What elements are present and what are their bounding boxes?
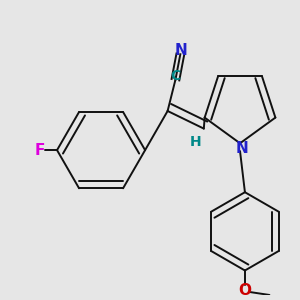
Text: O: O: [238, 283, 251, 298]
Text: N: N: [175, 43, 188, 58]
Text: C: C: [170, 69, 181, 83]
Text: F: F: [34, 142, 45, 158]
Text: N: N: [236, 141, 248, 156]
Text: H: H: [190, 135, 202, 149]
